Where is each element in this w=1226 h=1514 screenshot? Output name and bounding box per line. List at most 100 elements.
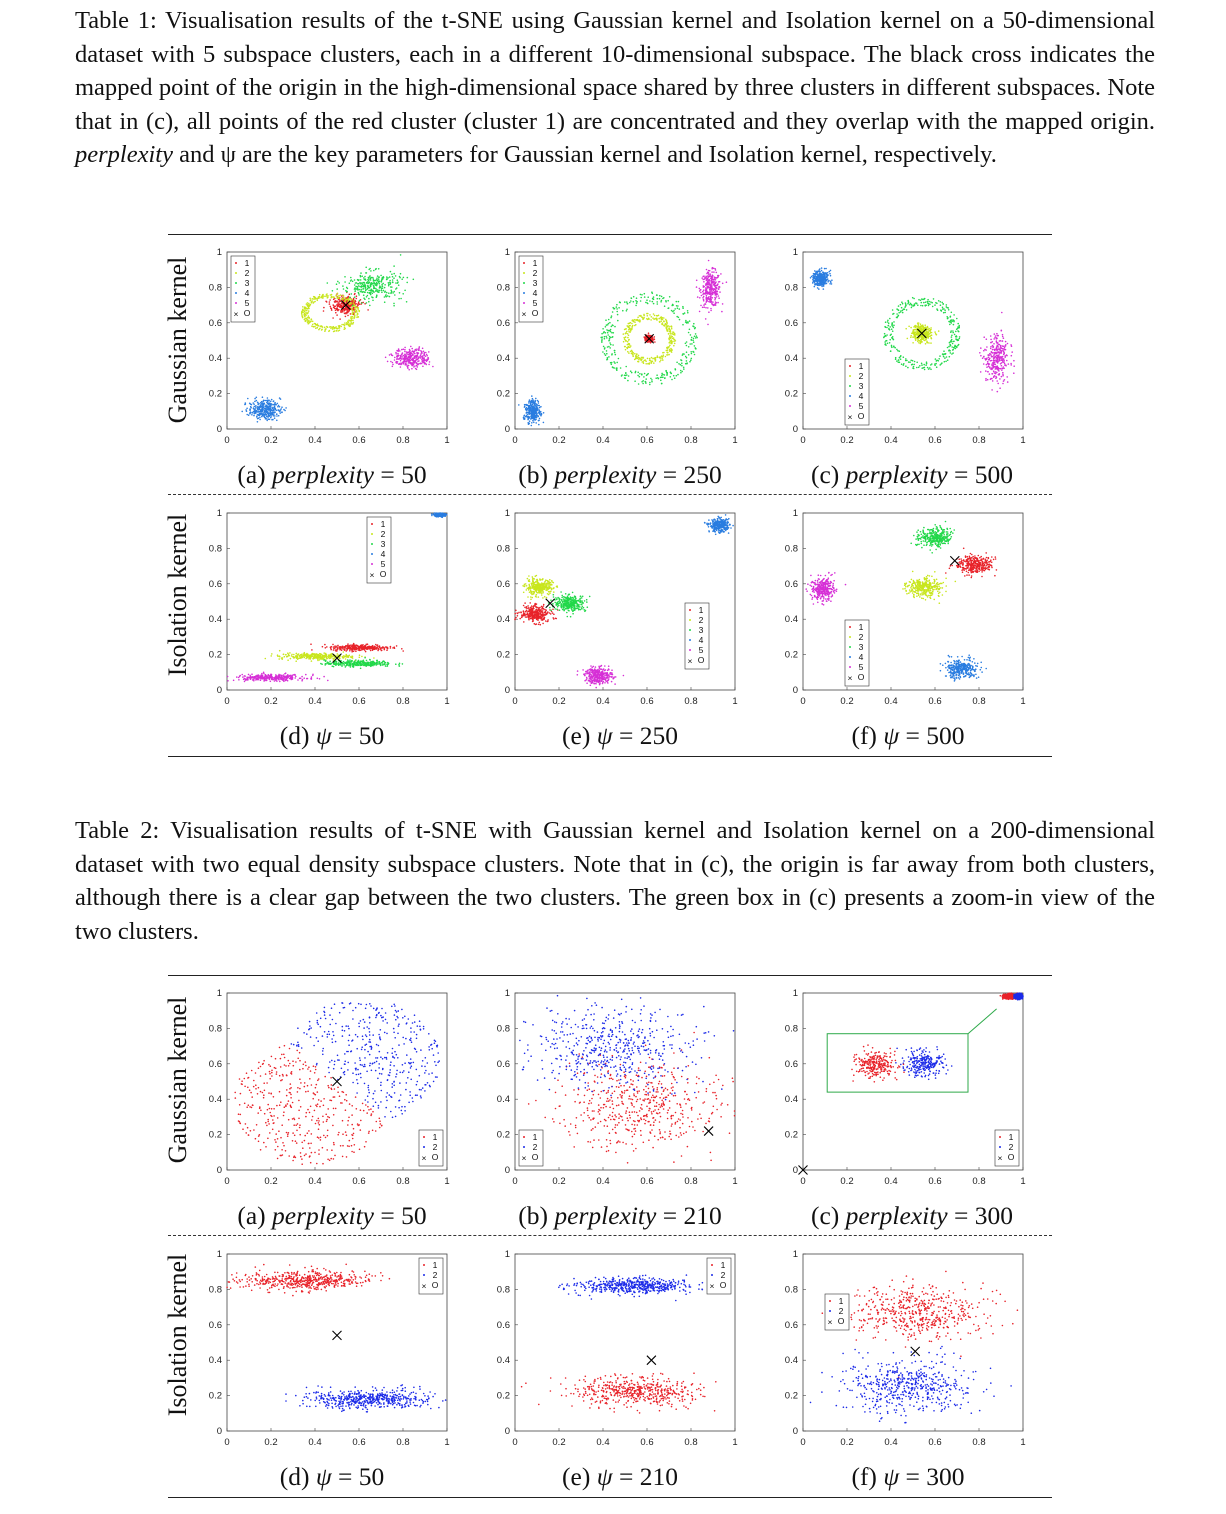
cluster-3-points [320,656,404,670]
origin-cross-marker [644,333,655,344]
y-tick-label: 0 [505,424,510,435]
t1-subcaption-b: (b) perplexity = 250 [518,460,722,489]
x-tick-label: 0.6 [352,435,365,446]
y-tick-label: 0 [217,424,222,435]
x-tick-label: 0.6 [640,1437,653,1448]
legend-entry: 5 [859,662,864,672]
x-tick-label: 0 [224,435,229,446]
legend-entry: 2 [721,1270,726,1280]
y-tick-label: 0.8 [785,282,798,293]
t1-subcaption-f: (f) ψ = 500 [851,721,965,750]
origin-cross-marker [703,1126,714,1136]
y-tick-label: 0.6 [497,1059,510,1070]
legend-entry: 2 [381,529,386,539]
origin-cross-marker [646,1355,657,1366]
table1-bottom-rule [168,756,1052,757]
y-tick-label: 1 [505,988,510,999]
x-tick-label: 0.8 [396,435,409,446]
y-tick-label: 1 [217,988,222,999]
cluster-2-points [300,292,361,333]
x-tick-label: 0 [800,696,805,707]
legend-entry: O [858,672,865,682]
x-tick-label: 0.6 [352,1437,365,1448]
y-tick-label: 0.6 [785,1059,798,1070]
cluster-4-points [518,395,545,427]
x-tick-label: 0.4 [884,696,897,707]
y-tick-label: 0.2 [497,1391,510,1402]
cluster-1-points [821,1270,1019,1379]
x-tick-label: 1 [1020,696,1025,707]
origin-cross-marker [340,300,351,310]
y-tick-label: 1 [217,508,222,519]
legend-entry: 4 [859,391,864,401]
x-tick-label: 0.8 [684,435,697,446]
cluster-2-points [902,570,957,604]
cluster-2-points [809,1345,1012,1424]
legend-entry: 3 [533,278,538,288]
plot-frame [802,251,1024,430]
legend-entry: 2 [433,1270,438,1280]
t2-subcaption-d: (d) ψ = 50 [279,1462,385,1491]
legend-entry: O [858,411,865,421]
legend: 12× O [518,1129,544,1167]
x-tick-label: 0.6 [640,696,653,707]
cluster-2-points [622,312,677,365]
cluster-1-points [234,1044,383,1165]
legend-entry: 5 [533,298,538,308]
legend-entry: O [532,308,539,318]
cluster-4-points [241,396,287,423]
x-tick-label: 0.8 [396,1176,409,1187]
x-tick-label: 0.4 [308,435,321,446]
legend-entry: 2 [859,371,864,381]
row-label-text: Isolation kernel [163,1253,192,1417]
zoom-in-box [826,1033,969,1093]
table1-caption-tail: and ψ are the key parameters for Gaussia… [179,141,997,169]
y-tick-label: 0.2 [497,650,510,661]
cluster-5-points [805,571,847,606]
y-tick-label: 0.4 [785,353,798,364]
x-tick-label: 0.2 [552,435,565,446]
y-tick-label: 1 [505,247,510,258]
x-tick-label: 0.2 [264,696,277,707]
table1-caption-italic: perplexity [75,141,173,169]
x-tick-label: 0.6 [928,435,941,446]
cluster-1-points [226,1263,391,1297]
x-tick-label: 0 [512,435,517,446]
y-tick-label: 0.6 [209,318,222,329]
cluster-4-points [809,267,833,290]
legend-entry: 2 [839,1306,844,1316]
x-tick-label: 1 [444,435,449,446]
y-tick-label: 0.8 [209,1023,222,1034]
y-tick-label: 0 [217,1426,222,1437]
y-tick-label: 0.4 [785,614,798,625]
x-tick-label: 0.4 [596,696,609,707]
x-tick-label: 0 [224,1437,229,1448]
x-tick-label: 0.8 [396,1437,409,1448]
x-tick-label: 0.4 [596,1176,609,1187]
x-tick-label: 0.2 [552,1176,565,1187]
table2-caption: Table 2: Visualisation results of t-SNE … [75,814,1155,948]
y-tick-label: 0.8 [209,282,222,293]
y-tick-label: 0.6 [497,579,510,590]
t2-subcaption-e: (e) ψ = 210 [562,1462,678,1491]
x-tick-label: 0 [512,1437,517,1448]
x-tick-label: 1 [444,696,449,707]
x-tick-label: 1 [1020,1437,1025,1448]
y-tick-label: 0 [217,1165,222,1176]
t2-subcaption-a: (a) perplexity = 50 [237,1201,427,1230]
x-tick-label: 0 [512,1176,517,1187]
svg-text:×: × [234,309,239,319]
y-tick-label: 1 [793,988,798,999]
cluster-5-points [226,671,329,683]
y-tick-label: 0.8 [209,543,222,554]
legend-entry: 5 [859,401,864,411]
cluster-2-points [522,574,559,601]
legend-entry: 2 [1009,1142,1014,1152]
legend-entry: O [244,308,251,318]
y-tick-label: 0 [505,1165,510,1176]
